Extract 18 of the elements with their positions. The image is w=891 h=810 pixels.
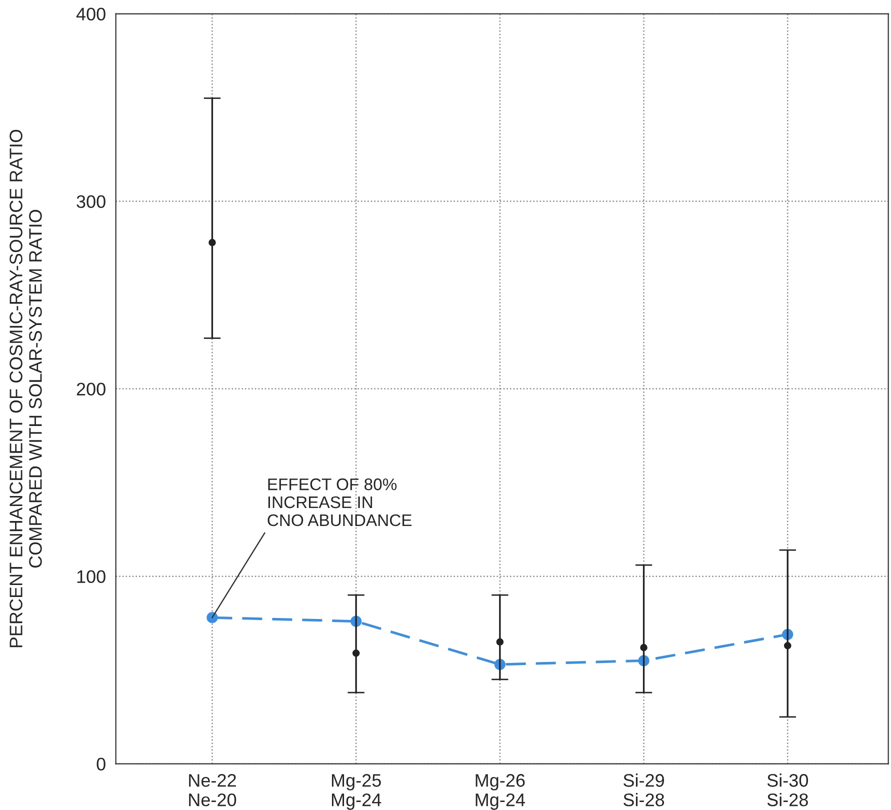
x-tick-label: Mg-26 Mg-24: [476, 774, 525, 810]
y-tick-label: 0: [96, 758, 106, 771]
point: [640, 644, 648, 652]
point: [206, 612, 218, 624]
x-tick-label: Si-29 Si-28: [624, 774, 664, 806]
point: [208, 238, 216, 246]
y-tick-label: 300: [76, 195, 106, 208]
y-tick-label: 100: [77, 570, 106, 584]
point: [784, 642, 792, 650]
point: [352, 650, 360, 657]
x-tick-label: Si-30 Si-28: [767, 774, 808, 806]
y-tick-label: 400: [76, 8, 106, 20]
y-tick-label: 200: [76, 382, 106, 396]
y-axis-title: PERCENT ENHANCEMENT OF COSMIC-RAY-SOURCE RATIO COMPARED WITH SOLAR-SYSTEM RATIO: [10, 130, 42, 648]
x-tick-label: Ne-22 Ne-20: [189, 774, 236, 806]
point: [496, 638, 504, 646]
annotation: EFFECT OF 80% INCREASE IN CNO ABUNDANCE: [268, 478, 412, 526]
x-tick-label: Mg-25 Mg-24: [332, 774, 382, 810]
